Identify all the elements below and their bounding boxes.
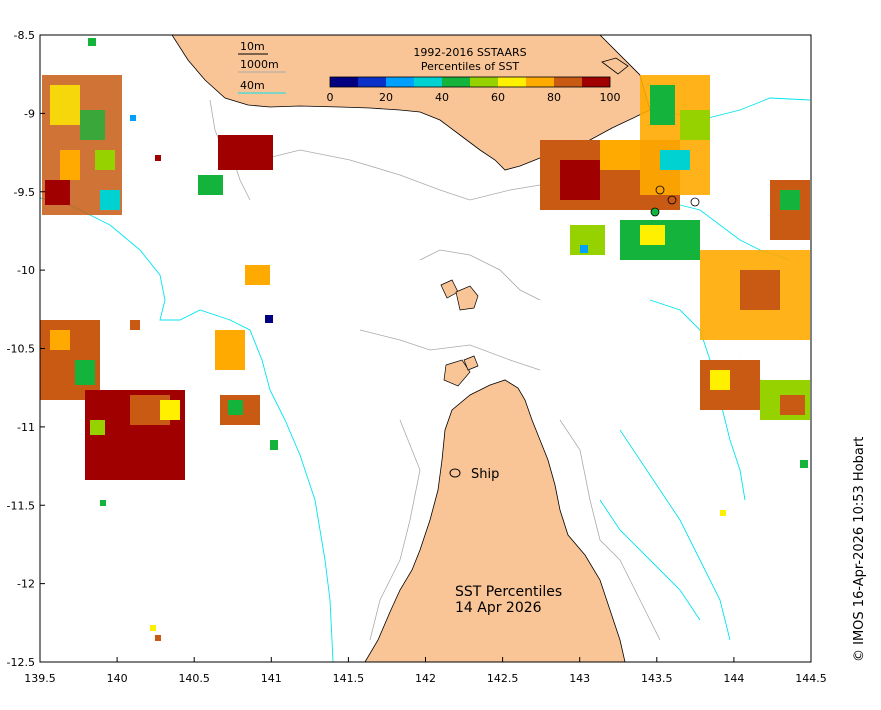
cape-york-land <box>364 379 626 662</box>
contour-legend: 10m 1000m 40m <box>238 40 286 94</box>
ship-label: Ship <box>471 467 499 482</box>
lat-tick-label: -12.5 <box>7 656 35 669</box>
colorbar-tick-label: 40 <box>435 91 449 104</box>
colorbar-title-line1: 1992-2016 SSTAARS <box>413 46 526 59</box>
lat-tick-label: -12 <box>17 578 35 591</box>
lat-tick-label: -8.5 <box>14 29 35 42</box>
lon-axis: 139.5 140 140.5 141 141.5 142 142.5 143 143.5 144… <box>24 657 827 685</box>
map-plot-area <box>40 35 811 662</box>
contour-1000m <box>209 99 661 641</box>
colorbar-swatch <box>470 77 498 87</box>
ship-marker <box>449 468 461 478</box>
torres-island <box>463 355 479 371</box>
new-guinea-land <box>171 35 651 171</box>
lat-tick-label: -9.5 <box>14 186 35 199</box>
reef-marker <box>655 185 665 195</box>
colorbar-tick-label: 0 <box>327 91 334 104</box>
colorbar: 1992-2016 SSTAARS Percentiles of SST 0 20… <box>327 46 621 104</box>
lat-tick-label: -10.5 <box>7 343 35 356</box>
contour-legend-1000m: 1000m <box>240 58 279 71</box>
imos-credit: © IMOS 16-Apr-2026 10:53 Hobart <box>852 436 867 662</box>
colorbar-tick-label: 80 <box>547 91 561 104</box>
contour-legend-10m: 10m <box>240 40 265 53</box>
colorbar-swatch <box>386 77 414 87</box>
lat-tick-label: -11.5 <box>7 499 35 512</box>
contour-40m <box>40 197 334 662</box>
lat-tick-label: -10 <box>17 264 35 277</box>
lon-tick-label: 140 <box>107 672 128 685</box>
colorbar-swatches <box>330 77 610 87</box>
colorbar-swatch <box>498 77 526 87</box>
contour-legend-40m: 40m <box>240 79 265 92</box>
sst-pixels-scattered <box>88 38 808 641</box>
colorbar-ticks: 0 20 40 60 80 100 <box>327 91 621 104</box>
colorbar-title-line2: Percentiles of SST <box>421 60 520 73</box>
colorbar-tick-label: 60 <box>491 91 505 104</box>
lat-tick-label: -9 <box>24 107 35 120</box>
reef-marker <box>690 197 700 207</box>
colorbar-tick-label: 20 <box>379 91 393 104</box>
lon-tick-label: 144 <box>723 672 744 685</box>
sst-pixels-nw <box>42 75 122 215</box>
torres-island <box>455 285 479 311</box>
colorbar-swatch <box>442 77 470 87</box>
product-date: 14 Apr 2026 <box>455 600 542 616</box>
colorbar-tick-label: 100 <box>600 91 621 104</box>
colorbar-swatch <box>414 77 442 87</box>
colorbar-swatch <box>358 77 386 87</box>
lon-tick-label: 142 <box>415 672 436 685</box>
lon-tick-label: 143.5 <box>641 672 673 685</box>
lon-tick-label: 139.5 <box>24 672 56 685</box>
lat-axis: -8.5 -9 -9.5 -10 -10.5 -11 -11.5 -12 -12.5 <box>7 29 45 669</box>
sst-pixels-west-mid <box>40 320 260 480</box>
torres-island <box>443 359 471 387</box>
sst-pixels-ne <box>540 75 810 420</box>
colorbar-swatch <box>330 77 358 87</box>
colorbar-swatch <box>526 77 554 87</box>
reef-marker <box>650 207 660 217</box>
product-title: SST Percentiles <box>455 584 562 600</box>
colorbar-swatch <box>582 77 610 87</box>
torres-island <box>440 279 459 299</box>
sst-pixels-gulf-north <box>198 135 273 285</box>
lon-tick-label: 142.5 <box>487 672 519 685</box>
lat-tick-label: -11 <box>17 421 35 434</box>
lon-tick-label: 144.5 <box>795 672 827 685</box>
lon-tick-label: 141.5 <box>333 672 365 685</box>
colorbar-swatch <box>554 77 582 87</box>
lon-tick-label: 143 <box>569 672 590 685</box>
lon-tick-label: 140.5 <box>178 672 210 685</box>
reef-marker <box>667 195 677 205</box>
lon-tick-label: 141 <box>261 672 282 685</box>
small-island <box>601 57 629 75</box>
